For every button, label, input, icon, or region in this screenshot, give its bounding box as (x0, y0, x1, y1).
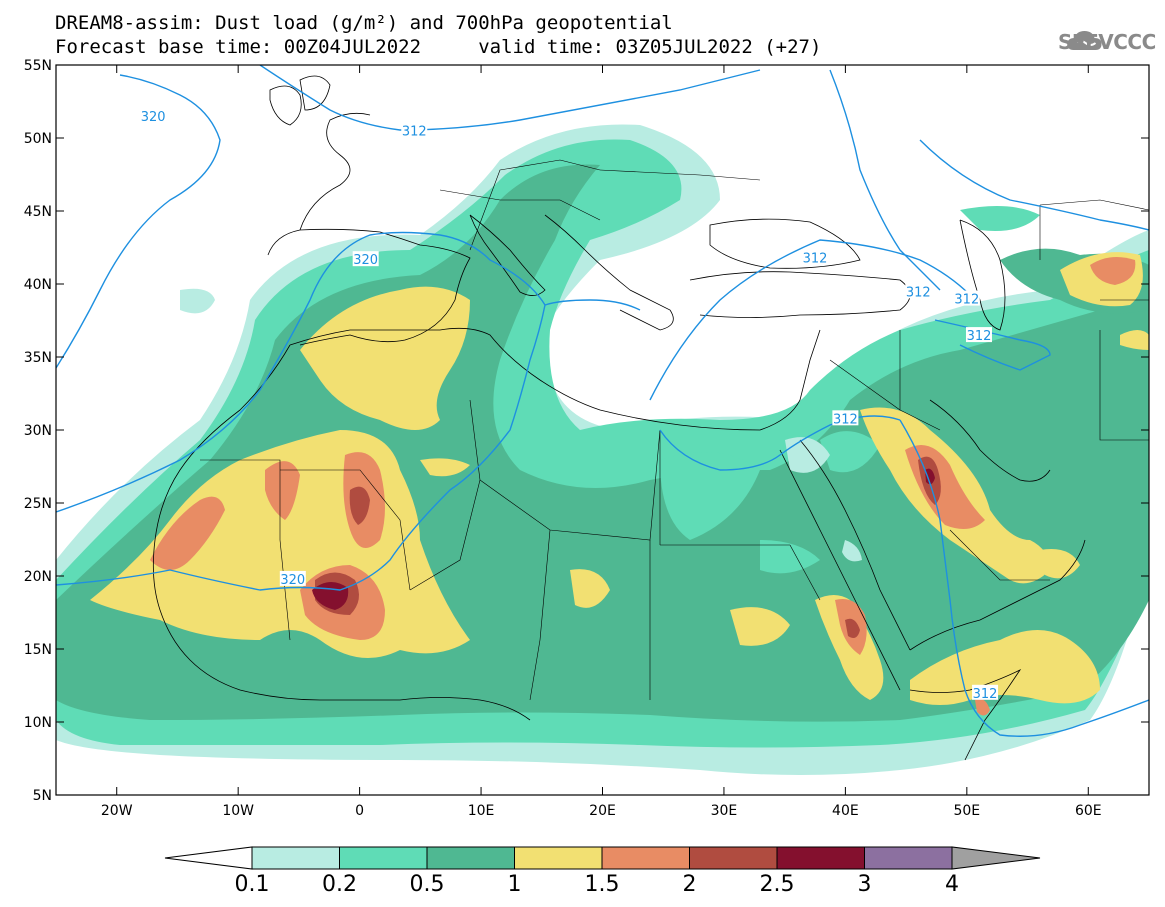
geopotential-contours (56, 65, 1149, 737)
lat-tick-label: 45N (24, 204, 52, 220)
colorbar-segment (864, 846, 953, 870)
colorbar-segment (689, 846, 778, 870)
contour-label-bg (953, 290, 980, 306)
contour-label: 312 (967, 329, 992, 344)
colorbar-segment (251, 846, 340, 870)
lat-tick-label: 5N (33, 788, 52, 804)
contour-label: 312 (833, 412, 858, 427)
lat-tick-label: 15N (24, 642, 52, 658)
lat-tick-label: 10N (24, 715, 52, 731)
contour-label: 312 (402, 125, 427, 140)
lat-tick-label: 35N (24, 350, 52, 366)
contour-label-bg (832, 410, 859, 426)
colorbar: 0.1 0.2 0.5 1 1.5 2 2.5 3 4 (164, 846, 1041, 897)
colorbar-max-arrow (951, 846, 1041, 870)
contour-labels: 320 312 320 312 312 312 312 312 320 312 (140, 108, 999, 702)
colorbar-label: 2 (683, 872, 697, 897)
colorbar-segment (601, 846, 690, 870)
lon-tick-label: 0 (355, 803, 364, 819)
colorbar-label: 4 (945, 872, 959, 897)
contour-label-bg (401, 122, 428, 138)
colorbar-segment (339, 846, 428, 870)
lon-tick-label: 50E (953, 803, 980, 819)
contour-label: 320 (353, 253, 378, 268)
lat-tick-label: 30N (24, 423, 52, 439)
contour-label: 312 (954, 293, 979, 308)
lon-tick-label: 20E (589, 803, 616, 819)
cloud-icon (1067, 31, 1102, 50)
coastlines (152, 75, 1149, 761)
colorbar-label: 1.5 (585, 872, 620, 897)
logo-text: SEEVCCC (1058, 30, 1156, 54)
lat-tick-label: 25N (24, 496, 52, 512)
lon-tick-label: 10W (222, 803, 254, 819)
forecast-time-line: Forecast base time: 00Z04JUL2022 valid t… (55, 36, 822, 58)
colorbar-min-arrow (164, 846, 253, 870)
colorbar-label: 0.2 (322, 872, 357, 897)
lon-tick-label: 20W (101, 803, 133, 819)
lon-tick-label: 40E (832, 803, 859, 819)
colorbar-label: 0.1 (235, 872, 270, 897)
contour-label-bg (972, 684, 999, 700)
lat-tick-label: 20N (24, 569, 52, 585)
lat-tick-label: 50N (24, 131, 52, 147)
contour-label-bg (965, 327, 992, 343)
contour-label-bg (140, 108, 167, 124)
contour-label-bg (905, 283, 932, 299)
contour-label-bg (802, 249, 829, 265)
colorbar-segment (776, 846, 865, 870)
colorbar-segment (426, 846, 515, 870)
latitude-axis: 55N 50N 45N 40N 35N 30N 25N 20N 15N 10N 5N (24, 58, 1149, 804)
contour-label: 312 (803, 252, 828, 267)
contour-label: 320 (141, 110, 166, 125)
lat-tick-label: 40N (24, 277, 52, 293)
contour-label: 312 (906, 285, 931, 300)
contour-label-bg (279, 570, 306, 586)
lat-tick-label: 55N (24, 58, 52, 74)
colorbar-label: 3 (858, 872, 872, 897)
colorbar-label: 2.5 (760, 872, 795, 897)
colorbar-label: 0.5 (410, 872, 445, 897)
colorbar-label: 1 (508, 872, 522, 897)
dust-field (56, 124, 1149, 775)
contour-label: 320 (280, 573, 305, 588)
lon-tick-label: 10E (468, 803, 495, 819)
longitude-axis: 20W 10W 0 10E 20E 30E 40E 50E 60E (101, 65, 1102, 819)
lon-tick-label: 30E (711, 803, 738, 819)
contour-label: 312 (973, 687, 998, 702)
lon-tick-label: 60E (1075, 803, 1102, 819)
map-title: DREAM8-assim: Dust load (g/m²) and 700hP… (55, 12, 673, 34)
contour-label-bg (352, 251, 379, 267)
colorbar-segment (514, 846, 603, 870)
